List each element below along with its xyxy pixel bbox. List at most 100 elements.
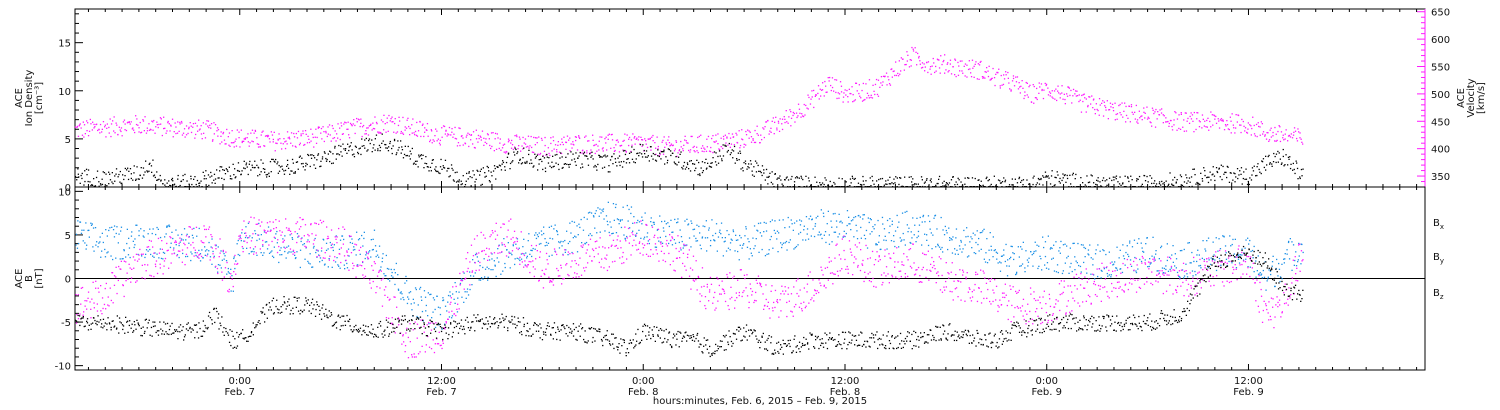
by-series-point (672, 231, 674, 233)
density-series-point (213, 179, 215, 181)
by-series-point (376, 254, 379, 256)
velocity-series-point (185, 125, 188, 127)
by-series-point (1163, 272, 1165, 274)
density-series-point (641, 156, 644, 158)
density-series-point (317, 153, 320, 155)
by-series-point (1010, 245, 1012, 247)
velocity-series-point (483, 137, 485, 139)
by-series-point (270, 251, 272, 253)
velocity-series-point (882, 81, 884, 83)
by-series-point (204, 254, 206, 256)
velocity-series-point (587, 140, 589, 142)
by-series-point (971, 238, 973, 240)
velocity-series-point (584, 136, 586, 138)
velocity-series-point (481, 130, 484, 132)
density-series-point (1278, 152, 1280, 154)
by-series-point (752, 237, 754, 239)
by-series-point (162, 258, 164, 260)
velocity-series-point (569, 150, 571, 152)
by-series-point (391, 271, 393, 274)
bz-series-point (198, 257, 200, 259)
velocity-series-point (200, 125, 202, 127)
bz-series-point (205, 228, 207, 231)
bz-series-point (80, 303, 82, 305)
velocity-series-point (938, 67, 941, 69)
by-series-point (966, 227, 968, 229)
by-series-point (185, 239, 187, 241)
bz-series-point (117, 279, 119, 282)
density-series-point (713, 151, 716, 153)
velocity-series-point (585, 135, 587, 137)
velocity-series-point (719, 149, 721, 151)
by-series-point (300, 240, 302, 243)
density-series-point (1277, 161, 1279, 163)
by-series-point (558, 241, 560, 243)
density-series-point (1016, 182, 1019, 184)
density-series-point (694, 169, 696, 172)
by-series-point (198, 249, 200, 252)
density-series-point (1299, 177, 1301, 180)
velocity-series-point (835, 91, 837, 94)
velocity-series-point (726, 137, 728, 139)
velocity-series-point (223, 139, 226, 141)
velocity-series-point (912, 50, 915, 52)
density-series-point (548, 157, 550, 159)
velocity-series-point (367, 134, 370, 136)
density-series-point (101, 178, 103, 180)
by-series-point (1038, 245, 1040, 247)
by-series-point (510, 252, 512, 254)
density-series-point (351, 154, 354, 156)
bz-series-point (77, 318, 80, 320)
density-series-point (300, 163, 303, 165)
velocity-series-point (1103, 101, 1105, 103)
by-series-point (811, 218, 813, 220)
density-series-point (275, 158, 277, 161)
density-series-point (810, 184, 812, 186)
density-series-point (692, 163, 694, 165)
density-series-point (319, 165, 321, 168)
velocity-series-point (784, 118, 786, 120)
density-series-point (715, 152, 717, 154)
velocity-series-point (905, 63, 907, 66)
by-series-point (558, 247, 561, 249)
velocity-series-point (1203, 125, 1205, 127)
density-series-point (611, 155, 613, 158)
velocity-series-point (209, 124, 211, 126)
velocity-series-point (130, 121, 132, 123)
density-series-point (601, 167, 604, 169)
velocity-series-point (1276, 139, 1278, 142)
velocity-series-point (670, 143, 673, 145)
y-tick-label: 600 (1431, 35, 1450, 46)
density-series-point (1055, 177, 1057, 179)
density-series-point (260, 171, 262, 173)
by-series-point (1053, 244, 1055, 246)
by-series-point (258, 234, 260, 236)
density-series-point (620, 161, 622, 163)
by-series-point (1123, 258, 1126, 260)
bz-series-point (211, 247, 213, 249)
density-series-point (604, 154, 606, 156)
velocity-series-point (1299, 137, 1301, 139)
bz-series-point (154, 263, 157, 265)
density-series-point (1260, 172, 1262, 175)
velocity-series-point (490, 132, 493, 134)
velocity-series-point (909, 59, 911, 61)
velocity-series-point (348, 137, 351, 139)
velocity-series-point (287, 137, 289, 139)
by-series-point (1169, 256, 1171, 258)
y-tick-label: 550 (1431, 63, 1450, 74)
by-series-point (1191, 251, 1193, 254)
density-series-point (598, 154, 600, 156)
by-series-point (744, 235, 746, 237)
by-series-point (906, 224, 908, 226)
by-series-point (704, 237, 707, 239)
bz-series-point (196, 252, 198, 254)
velocity-series-point (144, 116, 146, 118)
density-series-point (528, 153, 530, 156)
density-series-point (114, 175, 116, 177)
density-series-point (289, 173, 291, 175)
by-series-point (581, 242, 583, 244)
density-series-point (1236, 168, 1239, 170)
velocity-series-point (778, 130, 781, 132)
by-series-point (1281, 263, 1283, 265)
